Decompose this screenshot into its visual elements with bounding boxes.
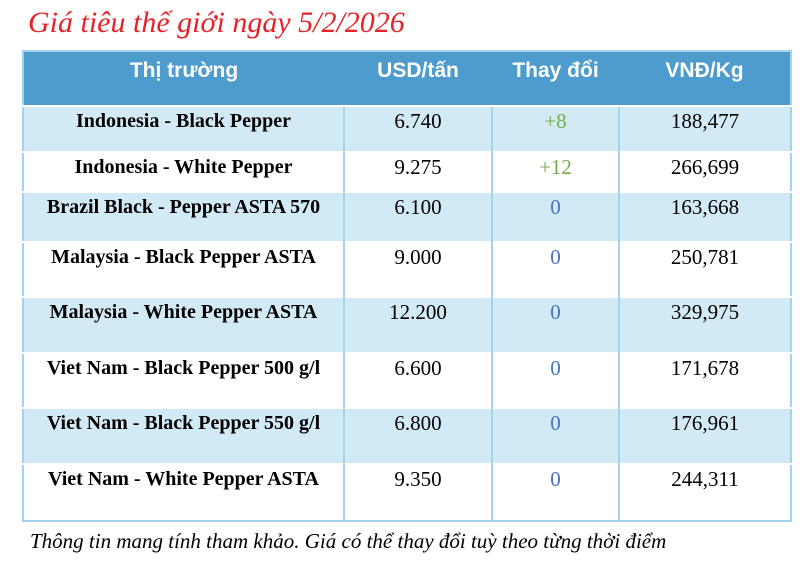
cell-market: Malaysia - White Pepper ASTA (23, 295, 344, 353)
cell-usd-per-ton: 6.740 (343, 104, 492, 152)
cell-vnd-per-kg: 163,668 (618, 190, 791, 242)
column-header-usd-per-ton: USD/tấn (344, 50, 492, 106)
disclaimer-text: Thông tin mang tính tham khảo. Giá có th… (30, 528, 667, 553)
column-header-vnd-per-kg: VNĐ/Kg (619, 50, 791, 106)
cell-market: Viet Nam - Black Pepper 500 g/l (23, 351, 344, 408)
cell-usd-per-ton: 6.800 (343, 406, 492, 464)
table-body: Indonesia - Black Pepper 6.740 +8 188,477 In… (23, 104, 791, 521)
cell-change: 0 (491, 351, 619, 408)
table-row: Viet Nam - Black Pepper 550 g/l 6.800 0 176… (23, 406, 791, 464)
table-row: Viet Nam - Black Pepper 500 g/l 6.600 0 171… (23, 351, 791, 408)
cell-usd-per-ton: 12.200 (343, 295, 492, 353)
cell-market: Viet Nam - Black Pepper 550 g/l (23, 406, 344, 464)
cell-market: Malaysia - Black Pepper ASTA (23, 240, 344, 297)
cell-vnd-per-kg: 188,477 (618, 104, 791, 152)
cell-usd-per-ton: 6.600 (343, 351, 492, 408)
cell-change: 0 (491, 462, 619, 521)
column-header-change: Thay đổi (492, 50, 619, 106)
cell-market: Brazil Black - Pepper ASTA 570 (23, 190, 344, 242)
cell-vnd-per-kg: 171,678 (618, 351, 791, 408)
table-header-row: Thị trường USD/tấn Thay đổi VNĐ/Kg (23, 50, 791, 106)
table-row: Brazil Black - Pepper ASTA 570 6.100 0 163,… (23, 190, 791, 242)
cell-usd-per-ton: 9.000 (343, 240, 492, 297)
cell-change: +12 (491, 150, 619, 192)
cell-vnd-per-kg: 329,975 (618, 295, 791, 353)
cell-usd-per-ton: 9.350 (343, 462, 492, 521)
cell-market: Indonesia - Black Pepper (23, 104, 344, 152)
table-row: Malaysia - White Pepper ASTA 12.200 0 329,9… (23, 295, 791, 353)
cell-market: Viet Nam - White Pepper ASTA (23, 462, 344, 521)
cell-change: 0 (491, 190, 619, 242)
cell-vnd-per-kg: 266,699 (618, 150, 791, 192)
cell-change: +8 (491, 104, 619, 152)
cell-change: 0 (491, 240, 619, 297)
cell-change: 0 (491, 406, 619, 464)
cell-vnd-per-kg: 244,311 (618, 462, 791, 521)
table-row: Viet Nam - White Pepper ASTA 9.350 0 244,31… (23, 462, 791, 521)
cell-vnd-per-kg: 176,961 (618, 406, 791, 464)
table-row: Indonesia - Black Pepper 6.740 +8 188,477 (23, 104, 791, 152)
cell-change: 0 (491, 295, 619, 353)
cell-usd-per-ton: 6.100 (343, 190, 492, 242)
pepper-price-table: Thị trường USD/tấn Thay đổi VNĐ/Kg Indon… (22, 49, 792, 522)
table-row: Indonesia - White Pepper 9.275 +12 266,699 (23, 150, 791, 192)
cell-usd-per-ton: 9.275 (343, 150, 492, 192)
page: Giá tiêu thế giới ngày 5/2/2026 Thị trườ… (0, 6, 800, 554)
column-header-market: Thị trường (23, 50, 344, 106)
page-title: Giá tiêu thế giới ngày 5/2/2026 (28, 6, 405, 39)
cell-vnd-per-kg: 250,781 (618, 240, 791, 297)
cell-market: Indonesia - White Pepper (23, 150, 344, 192)
table-row: Malaysia - Black Pepper ASTA 9.000 0 250,78… (23, 240, 791, 297)
